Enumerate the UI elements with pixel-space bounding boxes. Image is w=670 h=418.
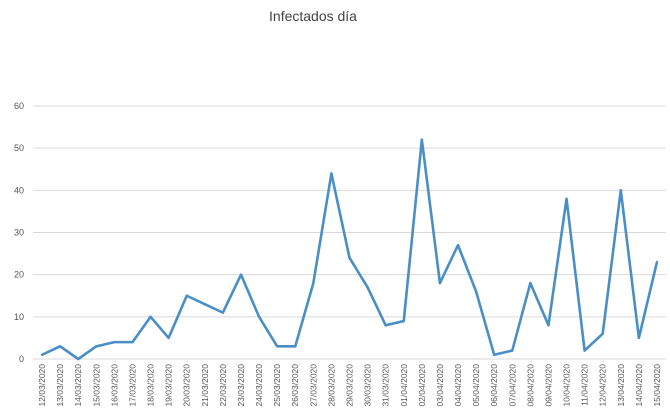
y-tick-label: 40: [14, 185, 24, 195]
x-tick-label: 19/03/2020: [164, 364, 174, 407]
x-tick-label: 08/04/2020: [525, 364, 535, 407]
data-point-01/04/2020: [402, 319, 405, 323]
y-axis-tick-labels: 0 10 20 30 40 50 60: [14, 101, 24, 364]
y-tick-label: 50: [14, 143, 24, 153]
data-points: [40, 138, 659, 361]
data-point-04/04/2020: [456, 243, 460, 247]
data-point-06/04/2020: [492, 353, 496, 356]
x-tick-label: 09/04/2020: [543, 364, 553, 407]
x-tick-label: 15/03/2020: [91, 364, 101, 407]
data-point-07/04/2020: [511, 349, 514, 352]
data-point-14/03/2020: [77, 357, 80, 361]
data-point-20/03/2020: [185, 294, 188, 297]
y-tick-label: 10: [14, 312, 24, 322]
y-tick-label: 60: [14, 101, 24, 111]
x-tick-label: 23/03/2020: [236, 364, 246, 407]
x-tick-label: 31/03/2020: [381, 364, 391, 407]
x-tick-label: 29/03/2020: [345, 364, 355, 407]
data-point-30/03/2020: [366, 286, 369, 289]
x-tick-label: 14/04/2020: [634, 364, 644, 407]
data-point-02/04/2020: [420, 138, 424, 141]
x-tick-label: 11/04/2020: [580, 364, 590, 406]
x-tick-label: 18/03/2020: [146, 364, 156, 407]
data-point-19/03/2020: [167, 336, 170, 340]
x-tick-label: 27/03/2020: [308, 364, 318, 407]
data-point-13/04/2020: [619, 189, 622, 192]
series-line: [41, 138, 659, 361]
data-point-14/04/2020: [637, 336, 641, 340]
x-tick-label: 12/04/2020: [598, 364, 608, 407]
x-tick-label: 30/03/2020: [363, 364, 373, 407]
data-point-12/03/2020: [40, 353, 44, 356]
x-tick-label: 20/03/2020: [182, 364, 192, 407]
x-tick-label: 04/04/2020: [453, 364, 463, 407]
data-point-23/03/2020: [239, 273, 243, 276]
data-point-13/03/2020: [58, 345, 62, 348]
x-tick-label: 13/03/2020: [55, 364, 65, 407]
data-point-11/04/2020: [583, 349, 586, 352]
data-point-17/03/2020: [131, 340, 134, 344]
gridlines: [33, 105, 666, 360]
data-point-16/03/2020: [113, 340, 116, 344]
data-point-22/03/2020: [221, 311, 225, 314]
y-tick-label: 0: [19, 354, 24, 364]
data-point-08/04/2020: [529, 281, 532, 285]
data-point-28/03/2020: [330, 172, 333, 175]
data-point-12/04/2020: [601, 332, 604, 335]
x-tick-label: 13/04/2020: [616, 364, 626, 407]
x-tick-label: 15/04/2020: [652, 364, 662, 407]
data-point-05/04/2020: [474, 290, 478, 293]
data-point-10/04/2020: [565, 197, 568, 200]
data-point-27/03/2020: [312, 281, 315, 285]
x-tick-label: 07/04/2020: [507, 364, 517, 407]
data-point-24/03/2020: [257, 315, 261, 319]
data-point-18/03/2020: [149, 315, 152, 319]
data-point-09/04/2020: [547, 324, 550, 327]
data-point-21/03/2020: [203, 302, 207, 306]
x-tick-label: 06/04/2020: [489, 364, 499, 407]
x-tick-label: 25/03/2020: [272, 364, 282, 407]
x-tick-label: 12/03/2020: [37, 364, 47, 407]
y-tick-label: 20: [14, 270, 24, 280]
x-tick-label: 03/04/2020: [435, 364, 445, 407]
x-tick-label: 28/03/2020: [326, 364, 336, 407]
data-point-26/03/2020: [294, 345, 297, 348]
x-tick-label: 01/04/2020: [399, 364, 409, 407]
data-point-03/04/2020: [438, 281, 442, 285]
x-tick-label: 26/03/2020: [290, 364, 300, 407]
x-axis-tick-labels: 12/03/2020 13/03/2020 14/03/2020 15/03/2020…: [37, 364, 662, 407]
x-tick-label: 14/03/2020: [73, 364, 83, 407]
x-tick-label: 02/04/2020: [417, 364, 427, 407]
data-point-31/03/2020: [384, 324, 387, 327]
chart-title: Infectados día: [269, 8, 357, 24]
data-point-29/03/2020: [348, 256, 351, 259]
x-tick-label: 10/04/2020: [562, 364, 572, 407]
y-tick-label: 30: [14, 228, 24, 238]
x-tick-label: 21/03/2020: [200, 364, 210, 407]
x-tick-label: 24/03/2020: [254, 364, 264, 407]
data-point-15/03/2020: [95, 345, 98, 348]
x-tick-label: 17/03/2020: [127, 364, 137, 407]
x-tick-label: 16/03/2020: [109, 364, 119, 407]
x-tick-label: 22/03/2020: [218, 364, 228, 407]
x-tick-label: 05/04/2020: [471, 364, 481, 407]
data-point-15/04/2020: [655, 260, 659, 264]
data-point-25/03/2020: [275, 345, 279, 348]
